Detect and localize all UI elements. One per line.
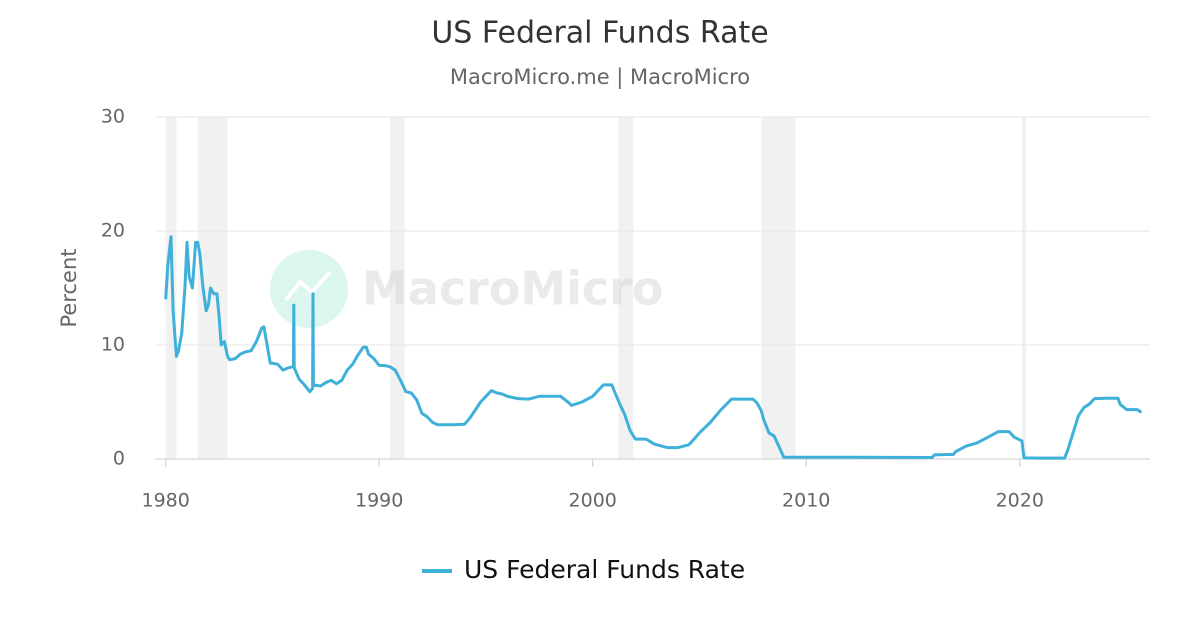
- shaded-range: [761, 117, 796, 459]
- y-tick-label: 0: [113, 448, 125, 470]
- chart-subtitle: MacroMicro.me | MacroMicro: [450, 65, 750, 90]
- y-tick-label: 30: [101, 106, 125, 128]
- shaded-range: [618, 117, 634, 459]
- shaded-range: [389, 117, 405, 459]
- y-axis-label: Percent: [57, 248, 81, 327]
- x-tick-label: 2010: [782, 490, 830, 512]
- y-tick-label: 10: [101, 334, 125, 356]
- x-tick-label: 1990: [355, 490, 403, 512]
- legend-label: US Federal Funds Rate: [464, 555, 745, 584]
- y-tick-label: 20: [101, 220, 125, 242]
- x-tick-label: 2020: [996, 490, 1044, 512]
- chart-title: US Federal Funds Rate: [431, 16, 768, 51]
- x-tick-label: 1980: [141, 490, 189, 512]
- watermark-icon-line: [284, 270, 332, 302]
- watermark: MacroMicro: [362, 262, 663, 316]
- line-series: [164, 235, 1143, 460]
- x-tick-label: 2000: [569, 490, 617, 512]
- shaded-range: [1021, 117, 1027, 459]
- watermark-group: MacroMicro: [270, 250, 663, 328]
